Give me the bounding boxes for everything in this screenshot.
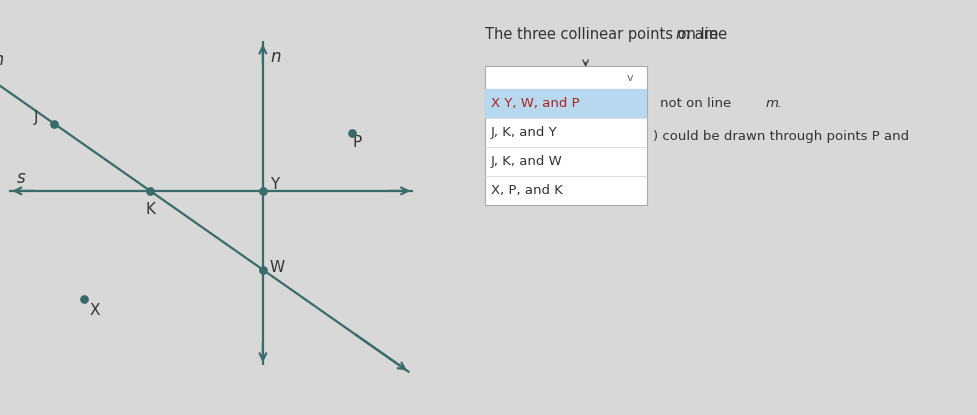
Point (255, 266, 271, 273)
Text: J, K, and W: J, K, and W (490, 155, 562, 168)
Text: The three collinear points on line: The three collinear points on line (485, 27, 731, 42)
Text: K: K (146, 202, 155, 217)
Text: Y: Y (270, 177, 278, 192)
Text: X: X (89, 303, 100, 318)
Text: J: J (33, 110, 38, 125)
Point (76, 295, 92, 302)
Text: X, P, and K: X, P, and K (490, 184, 562, 198)
Point (255, 188, 271, 194)
Text: J, K, and Y: J, K, and Y (490, 126, 557, 139)
Text: n: n (270, 48, 280, 66)
Text: W: W (270, 260, 284, 275)
Bar (485, 89, 647, 118)
Text: ) could be drawn through points P and: ) could be drawn through points P and (652, 130, 908, 144)
Bar (485, 89, 647, 205)
Point (143, 188, 158, 194)
Text: are: are (689, 27, 717, 42)
Text: m: m (675, 27, 689, 42)
Text: not on line: not on line (659, 97, 735, 110)
Text: m: m (765, 97, 778, 110)
Point (47, 120, 63, 127)
Text: m: m (0, 51, 4, 68)
Text: v: v (626, 73, 633, 83)
Bar (485, 66, 647, 89)
Point (344, 129, 360, 136)
Text: .: . (777, 97, 781, 110)
Text: P: P (352, 135, 361, 150)
Text: s: s (17, 168, 25, 187)
Text: X Y, W, and P: X Y, W, and P (490, 97, 578, 110)
